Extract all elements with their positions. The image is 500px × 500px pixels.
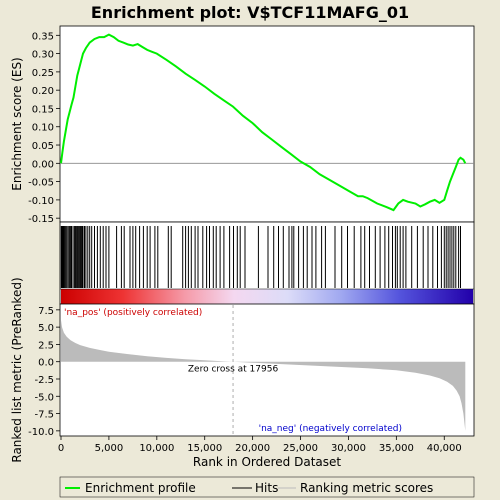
rank-color-bar xyxy=(61,289,473,304)
metric-y-tick-label: -5.0 xyxy=(34,392,54,403)
legend-profile-label: Enrichment profile xyxy=(85,481,196,495)
metric-y-tick-label: -10.0 xyxy=(28,427,54,438)
es-y-tick-label: 0.20 xyxy=(32,86,54,97)
legend-metric-label: Ranking metric scores xyxy=(300,481,433,495)
x-tick-label: 10,000 xyxy=(139,443,174,454)
es-y-tick-label: 0.10 xyxy=(32,123,54,134)
es-y-tick-label: 0.15 xyxy=(32,104,54,115)
es-y-tick-label: -0.10 xyxy=(28,196,54,207)
es-y-tick-label: 0.35 xyxy=(32,31,54,42)
hit-ticks xyxy=(60,226,461,288)
x-tick-label: 5,000 xyxy=(95,443,124,454)
x-axis-ticks: 0 5,000 10,000 15,000 20,000 25,000 30,000 35,0… xyxy=(58,436,462,454)
legend: Enrichment profile Hits Ranking metric s… xyxy=(59,476,475,498)
metric-y-tick-label: 2.5 xyxy=(38,340,54,351)
x-tick-label: 15,000 xyxy=(187,443,222,454)
metric-y-tick-label: 5.0 xyxy=(38,323,54,334)
x-tick-label: 20,000 xyxy=(235,443,270,454)
metric-y-tick-label: 0.0 xyxy=(38,358,54,369)
metric-y-tick-label: 7.5 xyxy=(38,306,54,317)
es-panel xyxy=(59,25,475,223)
na-neg-label: 'na_neg' (negatively correlated) xyxy=(259,424,402,434)
enrichment-profile-line xyxy=(60,33,467,212)
metric-y-label: Ranked list metric (PreRanked) xyxy=(10,277,24,462)
chart-title: Enrichment plot: V$TCF11MAFG_01 xyxy=(91,3,409,22)
es-y-tick-label: -0.15 xyxy=(28,214,54,225)
es-y-ticks: 0.35 0.30 0.25 0.20 0.15 0.10 0.05 0.00 -0.05 -0.… xyxy=(28,31,60,225)
x-tick-label: 35,000 xyxy=(379,443,414,454)
metric-y-tick-label: -2.5 xyxy=(34,375,54,386)
x-tick-label: 30,000 xyxy=(331,443,366,454)
es-y-tick-label: 0.30 xyxy=(32,50,54,61)
x-tick-label: 25,000 xyxy=(283,443,318,454)
legend-hits-label: Hits xyxy=(255,481,278,495)
es-y-tick-label: 0.00 xyxy=(32,159,54,170)
x-axis-label: Rank in Ordered Dataset xyxy=(193,455,341,469)
x-tick-label: 40,000 xyxy=(427,443,462,454)
metric-y-tick-label: -7.5 xyxy=(34,410,54,421)
es-y-tick-label: 0.05 xyxy=(32,141,54,152)
es-y-label: Enrichment score (ES) xyxy=(10,57,24,190)
na-pos-label: 'na_pos' (positively correlated) xyxy=(64,308,202,318)
es-y-tick-label: -0.05 xyxy=(28,178,54,189)
x-tick-label: 0 xyxy=(58,443,64,454)
legend-box xyxy=(59,476,475,498)
es-y-tick-label: 0.25 xyxy=(32,68,54,79)
metric-y-ticks: 7.5 5.0 2.5 0.0 -2.5 -5.0 -7.5 -10.0 xyxy=(28,306,60,438)
zero-cross-label: Zero cross at 17956 xyxy=(188,365,279,375)
